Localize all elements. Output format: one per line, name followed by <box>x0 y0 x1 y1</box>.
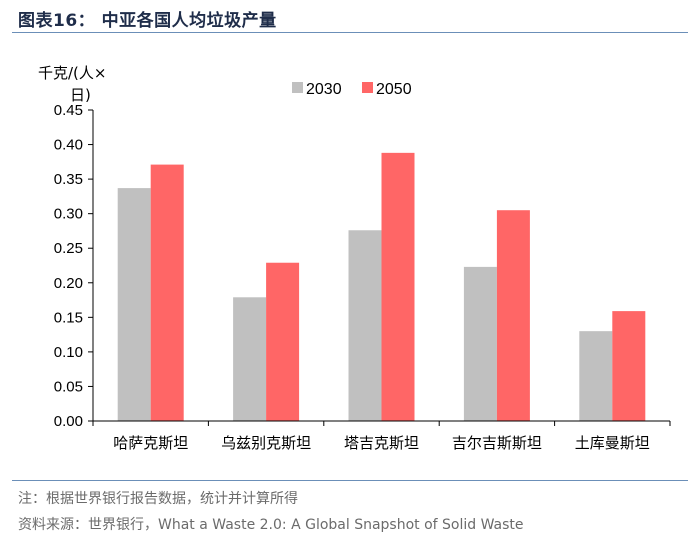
chart-title: 图表16： 中亚各国人均垃圾产量 <box>18 11 277 31</box>
legend-swatch-2050 <box>362 82 373 93</box>
y-axis-label-line2: 日) <box>70 86 91 104</box>
source-note: 资料来源：世界银行，What a Waste 2.0: A Global Sna… <box>18 517 524 533</box>
y-axis-label-line1: 千克/(人× <box>38 64 106 82</box>
y-tick-label: 0.10 <box>54 344 83 361</box>
legend-label-2030: 2030 <box>306 81 342 98</box>
bars <box>117 152 646 422</box>
x-category-label: 土库曼斯坦 <box>575 434 650 452</box>
bar-2050-2 <box>266 262 300 421</box>
bar-2050-3 <box>381 152 415 422</box>
y-tick-label: 0.40 <box>54 137 83 154</box>
y-tick-label: 0.00 <box>54 413 83 430</box>
legend-swatch-2030 <box>292 82 303 93</box>
y-tick-label: 0.05 <box>54 378 83 395</box>
x-category-label: 塔吉克斯坦 <box>344 434 419 452</box>
bar-chart: 千克/(人× 日) 2030 2050 0.000.050.100.150.200… <box>38 64 671 452</box>
legend-label-2050: 2050 <box>376 81 412 98</box>
bar-2030-1 <box>117 188 151 421</box>
bar-2050-4 <box>496 210 530 421</box>
bar-2030-5 <box>579 331 613 421</box>
y-tick-label: 0.45 <box>54 102 83 119</box>
bar-2030-3 <box>348 230 382 421</box>
bar-2030-4 <box>463 266 497 421</box>
y-tick-label: 0.15 <box>54 309 83 326</box>
title-divider <box>12 32 688 33</box>
legend: 2030 2050 <box>292 81 412 98</box>
y-tick-label: 0.25 <box>54 240 83 257</box>
footer-divider <box>12 480 688 481</box>
y-tick-label: 0.35 <box>54 171 83 188</box>
bar-2050-5 <box>612 311 646 421</box>
footnote: 注：根据世界银行报告数据，统计并计算所得 <box>18 491 298 507</box>
y-axis: 0.00 0.05 0.10 0.15 0.20 0.25 0.30 0.35 0.40 0.45 <box>54 102 94 430</box>
y-tick-label: 0.30 <box>54 206 83 223</box>
x-category-label: 哈萨克斯坦 <box>113 434 188 452</box>
x-category-label: 乌兹别克斯坦 <box>221 434 311 452</box>
x-category-label: 吉尔吉斯斯坦 <box>452 434 542 452</box>
y-tick-label: 0.20 <box>54 275 83 292</box>
bar-2050-1 <box>150 164 184 421</box>
bar-2030-2 <box>233 297 267 421</box>
x-axis: 哈萨克斯坦 乌兹别克斯坦 塔吉克斯坦 吉尔吉斯斯坦 土库曼斯坦 <box>92 420 671 452</box>
